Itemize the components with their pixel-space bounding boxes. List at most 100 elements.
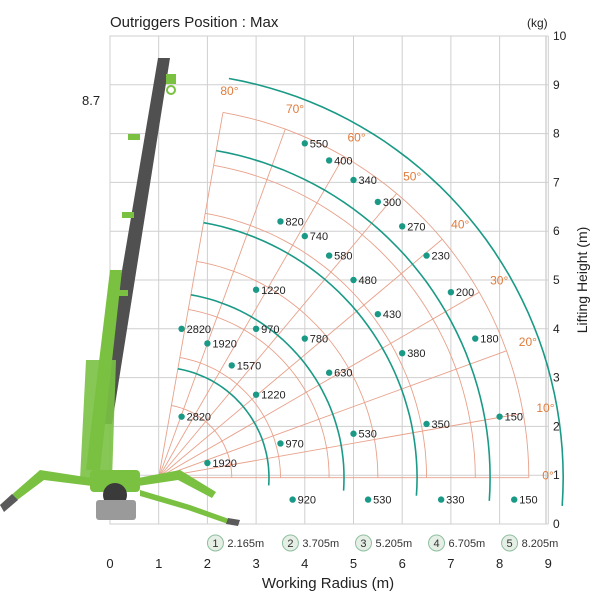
boom-length-label: 3.705m (302, 538, 339, 550)
load-point-label: 300 (383, 197, 401, 209)
load-point-label: 230 (432, 251, 450, 263)
load-point-label: 380 (407, 348, 425, 360)
load-point (301, 232, 308, 240)
y-tick-label: 0 (553, 517, 560, 531)
boom-length-label: 6.705m (449, 538, 486, 550)
load-point-label: 780 (310, 334, 328, 346)
chart-title: Outriggers Position : Max (110, 14, 279, 31)
load-point (178, 325, 185, 332)
boom-length-number: 5 (507, 538, 513, 550)
crane-illustration (0, 58, 240, 526)
load-curves: 1 2.165m 2 3.705m 3 5.205m 4 6.705m 5 8.205m (177, 77, 565, 552)
load-point (374, 310, 382, 318)
load-point (252, 391, 260, 398)
y-tick-label: 9 (553, 78, 560, 92)
y-tick-label: 7 (553, 175, 560, 189)
boom-base (80, 360, 116, 480)
x-tick-label: 8 (496, 556, 503, 571)
load-point-label: 400 (334, 155, 352, 167)
load-curve (177, 368, 270, 486)
hook (166, 85, 176, 95)
load-point (252, 325, 260, 332)
boom-bracket (128, 134, 140, 140)
boom-length-number: 3 (360, 538, 366, 550)
x-tick-label: 6 (399, 556, 406, 571)
boom-length-number: 2 (287, 538, 293, 550)
angle-label: 0° (542, 469, 554, 483)
outrigger-pad-front (226, 518, 240, 526)
load-point (399, 350, 406, 357)
boom-length-badge (354, 534, 372, 552)
load-point-label: 150 (505, 412, 523, 424)
y-axis-label: Lifting Height (m) (574, 227, 590, 334)
hook-block (166, 74, 176, 84)
boom-tip-height: 8.7 (82, 93, 100, 108)
angle-grid: 80° 70° 60° 50° 40° 30° 20° 10° 0° (158, 84, 555, 483)
load-point-label: 2820 (187, 324, 211, 336)
boom-bracket (122, 212, 134, 218)
load-point-label: 1570 (237, 360, 261, 372)
angle-label: 80° (220, 84, 238, 98)
crane-body (90, 470, 140, 492)
angle-arc (222, 111, 530, 478)
load-curve (203, 221, 418, 496)
grid (109, 35, 549, 525)
x-tick-label: 1 (155, 556, 162, 571)
load-point (423, 252, 430, 259)
outrigger-left (0, 470, 92, 510)
angle-label: 70° (286, 102, 304, 116)
load-point-label: 820 (285, 216, 303, 228)
load-point-label: 330 (446, 495, 464, 507)
load-point-label: 1920 (212, 338, 236, 350)
outrigger-front (140, 490, 232, 524)
boom-length-label: 8.205m (522, 538, 559, 550)
load-point-label: 630 (334, 368, 352, 380)
boom-length-badge (281, 534, 299, 552)
angle-ray (158, 112, 224, 478)
boom-length-badge (501, 534, 519, 552)
load-point-label: 970 (285, 438, 303, 450)
load-point (472, 335, 479, 342)
load-point-label: 530 (373, 495, 391, 507)
load-point (374, 198, 382, 206)
load-point (350, 276, 357, 284)
load-point-label: 970 (261, 324, 279, 336)
y-tick-label: 2 (553, 419, 560, 433)
boom-length-badge (428, 534, 446, 552)
load-point (350, 176, 357, 184)
load-point-label: 1220 (261, 285, 285, 297)
load-curve (190, 294, 345, 491)
load-point (252, 286, 260, 293)
y-tick-label: 10 (553, 29, 567, 43)
load-point (511, 496, 518, 503)
load-point (301, 140, 308, 147)
load-point (277, 218, 284, 225)
boom-length-label: 5.205m (375, 538, 412, 550)
angle-label: 50° (403, 170, 421, 184)
boom-length-label: 2.165m (227, 538, 264, 550)
boom-length-number: 1 (212, 538, 218, 550)
boom-bracket (116, 290, 128, 296)
y-tick-label: 4 (553, 322, 560, 336)
load-curve (216, 149, 491, 501)
y-tick-label: 1 (553, 468, 560, 482)
x-tick-label: 9 (545, 556, 552, 571)
load-point-label: 180 (480, 334, 498, 346)
x-tick-label: 2 (204, 556, 211, 571)
load-curve (228, 77, 565, 506)
load-point-label: 270 (407, 221, 425, 233)
x-tick-label: 5 (350, 556, 357, 571)
outrigger-right (138, 470, 216, 498)
boom-length-badge (206, 534, 224, 552)
load-point (423, 420, 430, 428)
load-point-label: 340 (359, 175, 377, 187)
y-tick-label: 8 (553, 127, 560, 141)
load-point (277, 440, 284, 447)
load-point (204, 459, 211, 467)
load-point (399, 223, 406, 230)
load-point-label: 430 (383, 309, 401, 321)
load-point (204, 340, 211, 347)
load-point-label: 580 (334, 251, 352, 263)
load-point-label: 480 (359, 275, 377, 287)
